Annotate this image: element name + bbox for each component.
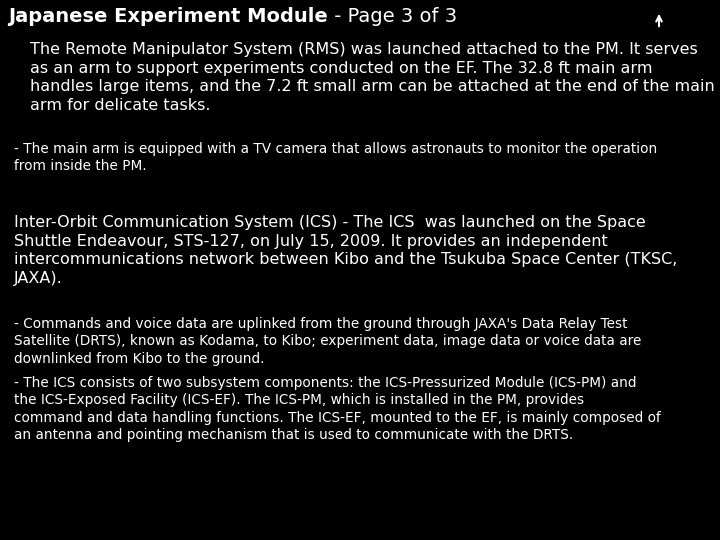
Text: - Commands and voice data are uplinked from the ground through JAXA's Data Relay: - Commands and voice data are uplinked f… (14, 317, 642, 366)
Text: - The main arm is equipped with a TV camera that allows astronauts to monitor th: - The main arm is equipped with a TV cam… (14, 142, 657, 173)
Text: The Remote Manipulator System (RMS) was launched attached to the PM. It serves
a: The Remote Manipulator System (RMS) was … (30, 42, 715, 113)
Text: - The ICS consists of two subsystem components: the ICS-Pressurized Module (ICS-: - The ICS consists of two subsystem comp… (14, 376, 661, 442)
Text: Japanese Experiment Module: Japanese Experiment Module (8, 7, 328, 26)
Text: Inter-Orbit Communication System (ICS) - The ICS  was launched on the Space
Shut: Inter-Orbit Communication System (ICS) -… (14, 215, 678, 286)
Text: - Page 3 of 3: - Page 3 of 3 (328, 7, 457, 26)
